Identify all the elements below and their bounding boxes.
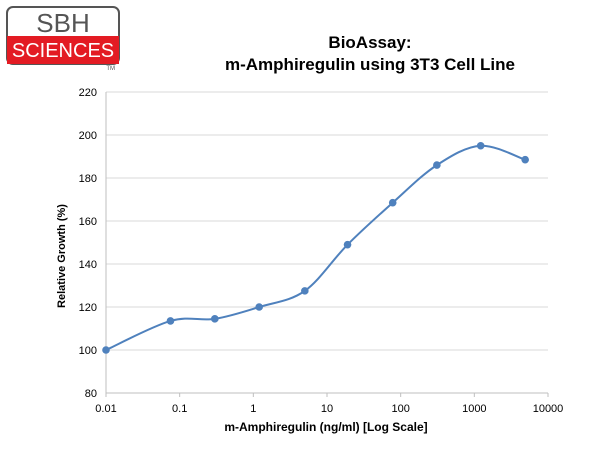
y-tick-label: 100 [79,345,97,357]
y-axis-label: Relative Growth (%) [56,204,68,308]
data-point [433,161,441,169]
chart-title: BioAssay: [328,33,412,52]
x-tick-label: 100 [391,403,409,415]
svg-text:SBH: SBH [36,8,89,38]
data-point [521,155,529,164]
data-point [388,198,397,207]
x-tick-label: 10 [321,403,333,415]
y-tick-label: 200 [79,130,97,142]
data-points [102,141,529,354]
y-tick-label: 120 [79,302,97,314]
data-point [255,303,263,311]
grid-lines [106,91,548,394]
data-point [166,317,175,325]
x-tick-label: 0.01 [95,403,116,415]
y-tick-labels: 80 100 120 140 160 180 200 220 [79,87,97,400]
x-axis-label: m-Amphiregulin (ng/ml) [Log Scale] [224,420,427,434]
x-tick-label: 1000 [462,403,486,415]
series-line [105,144,526,351]
chart-subtitle: m-Amphiregulin using 3T3 Cell Line [225,55,515,74]
y-tick-label: 80 [85,388,97,400]
y-tick-label: 160 [79,216,97,228]
y-tick-label: 220 [79,87,97,99]
x-tick-label: 1 [250,403,256,415]
data-point [476,141,485,150]
sbh-sciences-logo: SBH SCIENCES TM [6,6,120,70]
data-point [102,346,110,354]
y-tick-label: 180 [79,173,97,185]
data-point [211,315,219,323]
data-point [301,287,309,295]
x-tick-label: 0.1 [172,403,187,415]
data-point [343,240,352,249]
x-tick-label: 10000 [533,403,564,415]
svg-text:SCIENCES: SCIENCES [12,40,114,62]
axes [105,92,549,397]
x-tick-labels: 0.01 0.1 1 10 100 1000 10000 [95,403,563,415]
svg-text:TM: TM [106,66,115,70]
y-tick-label: 140 [79,259,97,271]
